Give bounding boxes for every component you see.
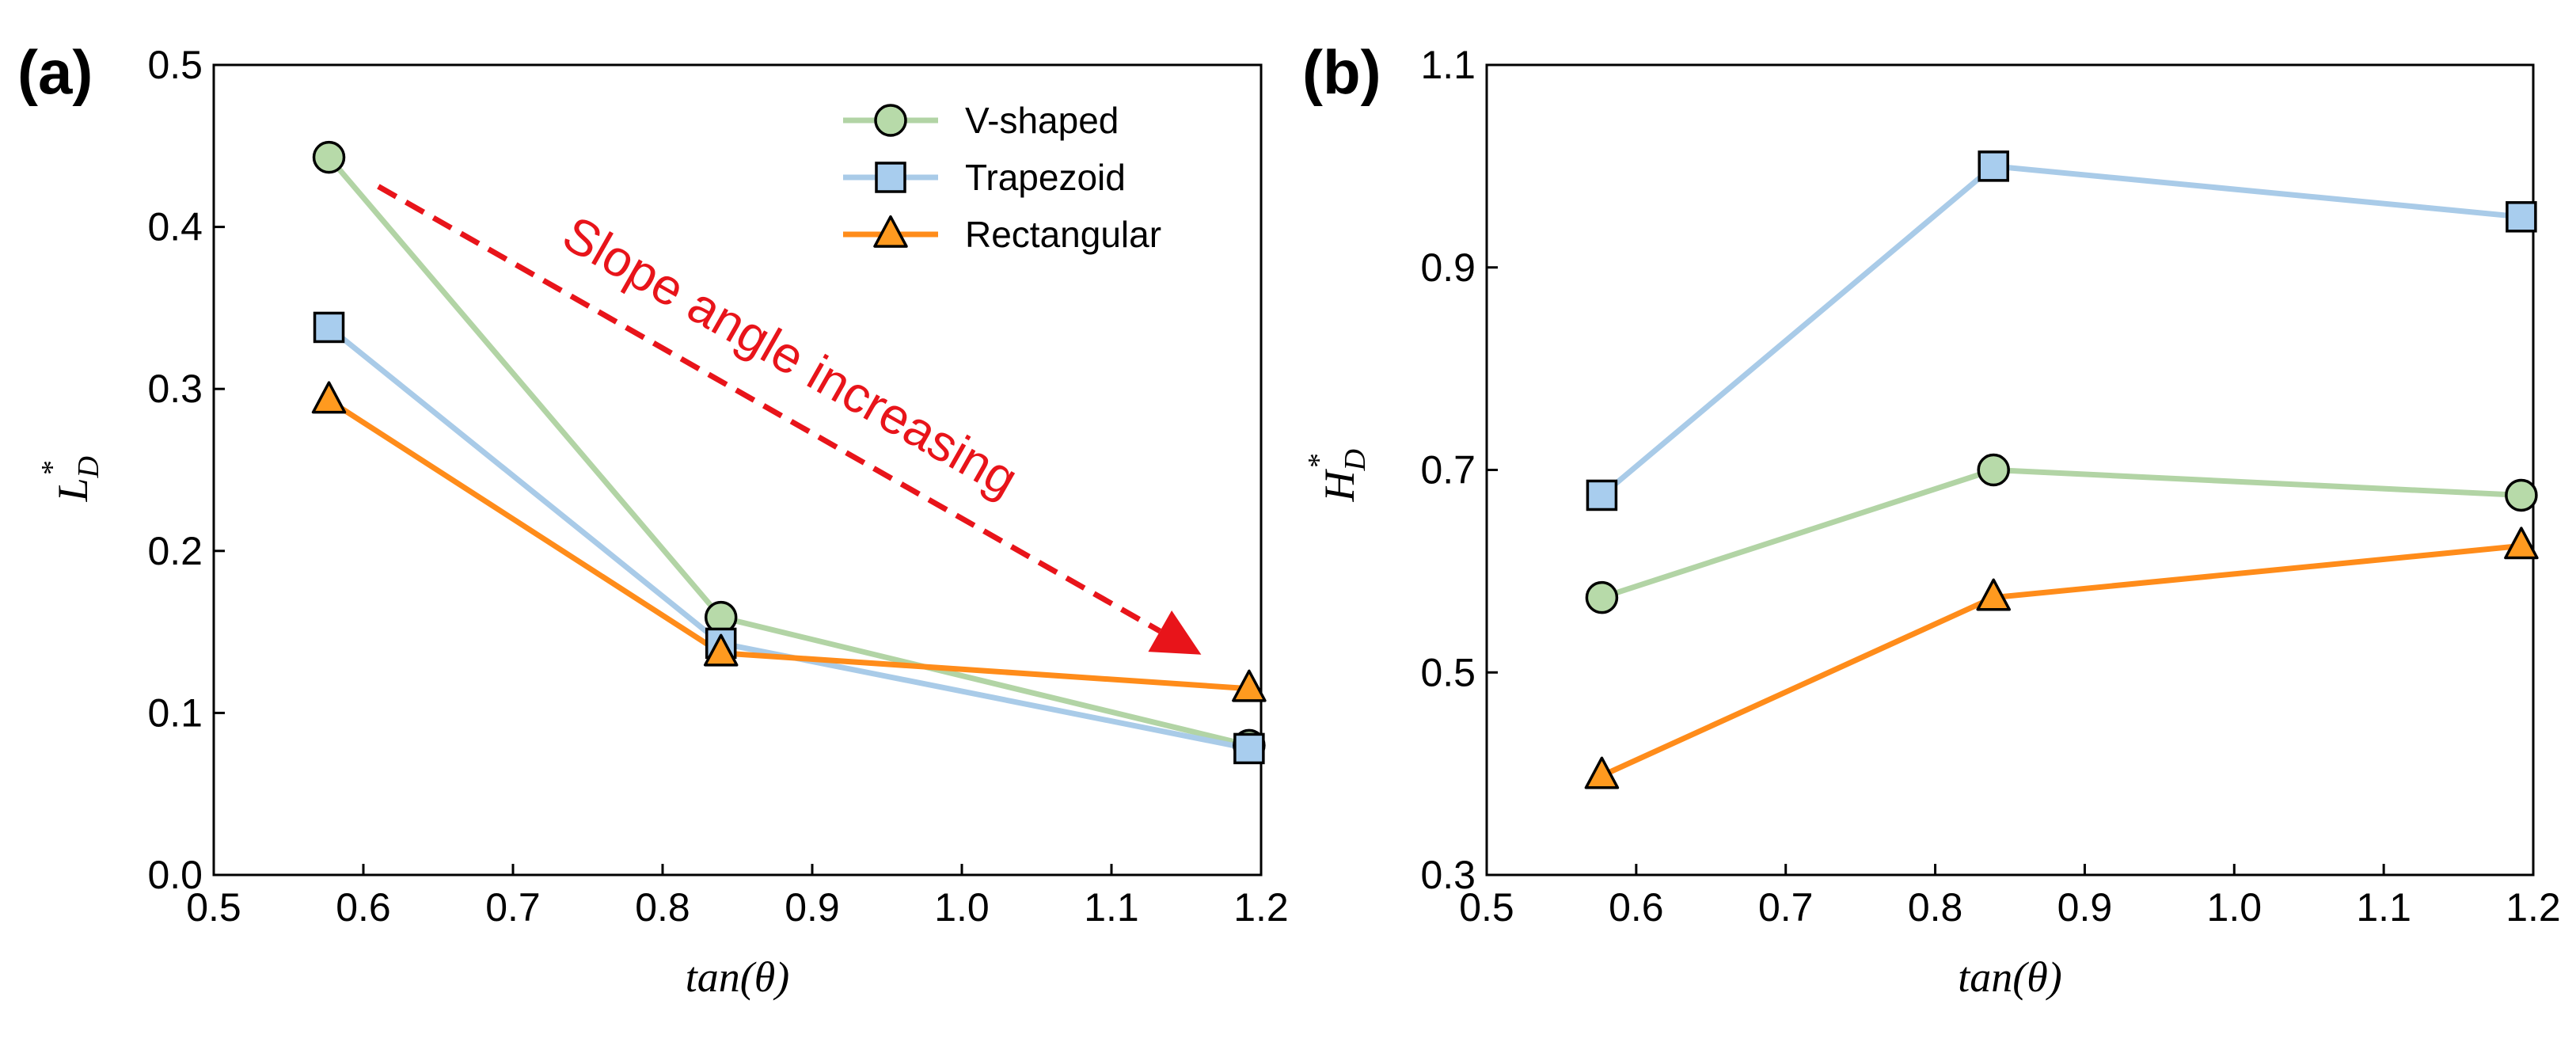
annotation-a: Slope angle increasing <box>377 184 1202 655</box>
legend-a: V-shaped Trapezoid Rectangular <box>843 100 1161 255</box>
chart-panel-b: (b) 0.5 0.6 0.7 0.8 0.9 1.0 1.1 1.20.30.50.70.9… <box>1302 37 2561 1001</box>
x-axis-label-b: tan(θ) <box>1958 953 2062 1001</box>
y-tick-label: 0.0 <box>147 853 203 897</box>
x-tick-label: 1.0 <box>934 885 990 930</box>
y-tick-label: 0.5 <box>1420 650 1476 694</box>
data-point-trapezoid <box>2506 201 2537 233</box>
x-axis-label-a: tan(θ) <box>686 953 790 1001</box>
y-tick-label: 0.1 <box>147 690 203 735</box>
y-label-superscript-a: * <box>36 460 69 475</box>
x-tick-label: 1.1 <box>1084 885 1139 930</box>
x-tick-label: 1.2 <box>2506 885 2561 930</box>
y-tick-label: 0.7 <box>1420 448 1476 492</box>
x-tick-label: 1.1 <box>2356 885 2411 930</box>
series-group-b <box>1584 150 2539 789</box>
series-line-rectangular <box>1600 542 2522 778</box>
y-label-main-a: L <box>49 477 97 502</box>
data-point-rectangular <box>311 381 347 414</box>
data-point-rectangular <box>1976 578 2011 611</box>
series-line-v-shaped <box>1601 467 2522 600</box>
data-point-v-shaped <box>312 140 346 174</box>
y-label-main-b: H <box>1316 469 1363 503</box>
y-tick-label: 0.4 <box>147 205 203 249</box>
data-point-trapezoid <box>1978 150 2009 182</box>
y-label-subscript-b: D <box>1339 449 1372 471</box>
data-point-rectangular <box>703 633 739 667</box>
legend-marker-trapezoid <box>875 162 906 193</box>
data-point-trapezoid <box>1586 479 1618 511</box>
x-tick-label: 0.8 <box>635 885 690 930</box>
legend-marker-v-shaped <box>874 104 907 137</box>
y-tick-label: 0.2 <box>147 529 203 573</box>
x-tick-label: 0.7 <box>1758 885 1814 930</box>
data-point-v-shaped <box>2505 478 2538 512</box>
series-line-trapezoid <box>327 325 1250 751</box>
y-axis-label-a: LD* <box>36 456 105 503</box>
x-tick-label: 1.0 <box>2207 885 2263 930</box>
plot-frame-a <box>212 63 1263 877</box>
annotation-arrow-line <box>377 184 1161 634</box>
x-tick-label: 0.9 <box>2057 885 2113 930</box>
x-tick-label: 0.8 <box>1908 885 1963 930</box>
series-group-a <box>311 140 1267 765</box>
x-tick-label: 0.5 <box>186 885 241 930</box>
panel-label-b: (b) <box>1302 37 1381 107</box>
y-tick-label: 0.5 <box>147 43 203 87</box>
legend-label-trapezoid: Trapezoid <box>965 157 1126 198</box>
data-point-v-shaped <box>1977 453 2010 487</box>
x-tick-label: 0.9 <box>785 885 840 930</box>
data-point-rectangular <box>2504 527 2539 560</box>
y-label-subscript-a: D <box>72 456 105 478</box>
legend-marker-rectangular <box>873 215 908 248</box>
x-tick-label: 0.6 <box>1609 885 1664 930</box>
x-tick-label: 0.5 <box>1459 885 1514 930</box>
legend-label-v-shaped: V-shaped <box>965 100 1119 141</box>
y-tick-label: 0.3 <box>1420 853 1476 897</box>
y-axis-label-b: HD * <box>1302 449 1372 502</box>
axis-ticks-b: 0.5 0.6 0.7 0.8 0.9 1.0 1.1 1.20.30.50.70.91.1 <box>1420 43 2560 930</box>
x-tick-label: 0.7 <box>485 885 541 930</box>
x-tick-label: 1.2 <box>1233 885 1289 930</box>
data-point-trapezoid <box>1233 732 1265 765</box>
svg-text:LD*: LD* <box>36 456 105 503</box>
y-tick-label: 0.9 <box>1420 245 1476 290</box>
data-point-trapezoid <box>313 311 345 344</box>
y-tick-label: 0.3 <box>147 367 203 411</box>
legend-label-rectangular: Rectangular <box>965 214 1161 255</box>
panel-label-a: (a) <box>17 37 93 107</box>
data-point-rectangular <box>1584 756 1620 789</box>
svg-text:HD*: HD * <box>1302 449 1372 502</box>
y-tick-label: 1.1 <box>1420 43 1476 87</box>
axis-ticks-a: 0.5 0.6 0.7 0.8 0.9 1.0 1.1 1.2 0.0 0.1 0.2 0.3 0.4 0… <box>147 43 1288 930</box>
data-point-v-shaped <box>1585 580 1619 614</box>
x-tick-label: 0.6 <box>336 885 391 930</box>
annotation-arrow-head <box>1148 610 1202 655</box>
series-line-trapezoid <box>1600 163 2522 498</box>
annotation-text: Slope angle increasing <box>553 205 1027 508</box>
data-point-rectangular <box>1232 669 1267 702</box>
series-line-rectangular <box>327 397 1250 692</box>
chart-panel-a: (a) 0.5 0.6 0.7 0.8 0.9 1.0 1.1 1.2 0.0 0.1 0.2 0.3… <box>17 37 1289 1001</box>
y-label-superscript-b: * <box>1302 453 1335 468</box>
